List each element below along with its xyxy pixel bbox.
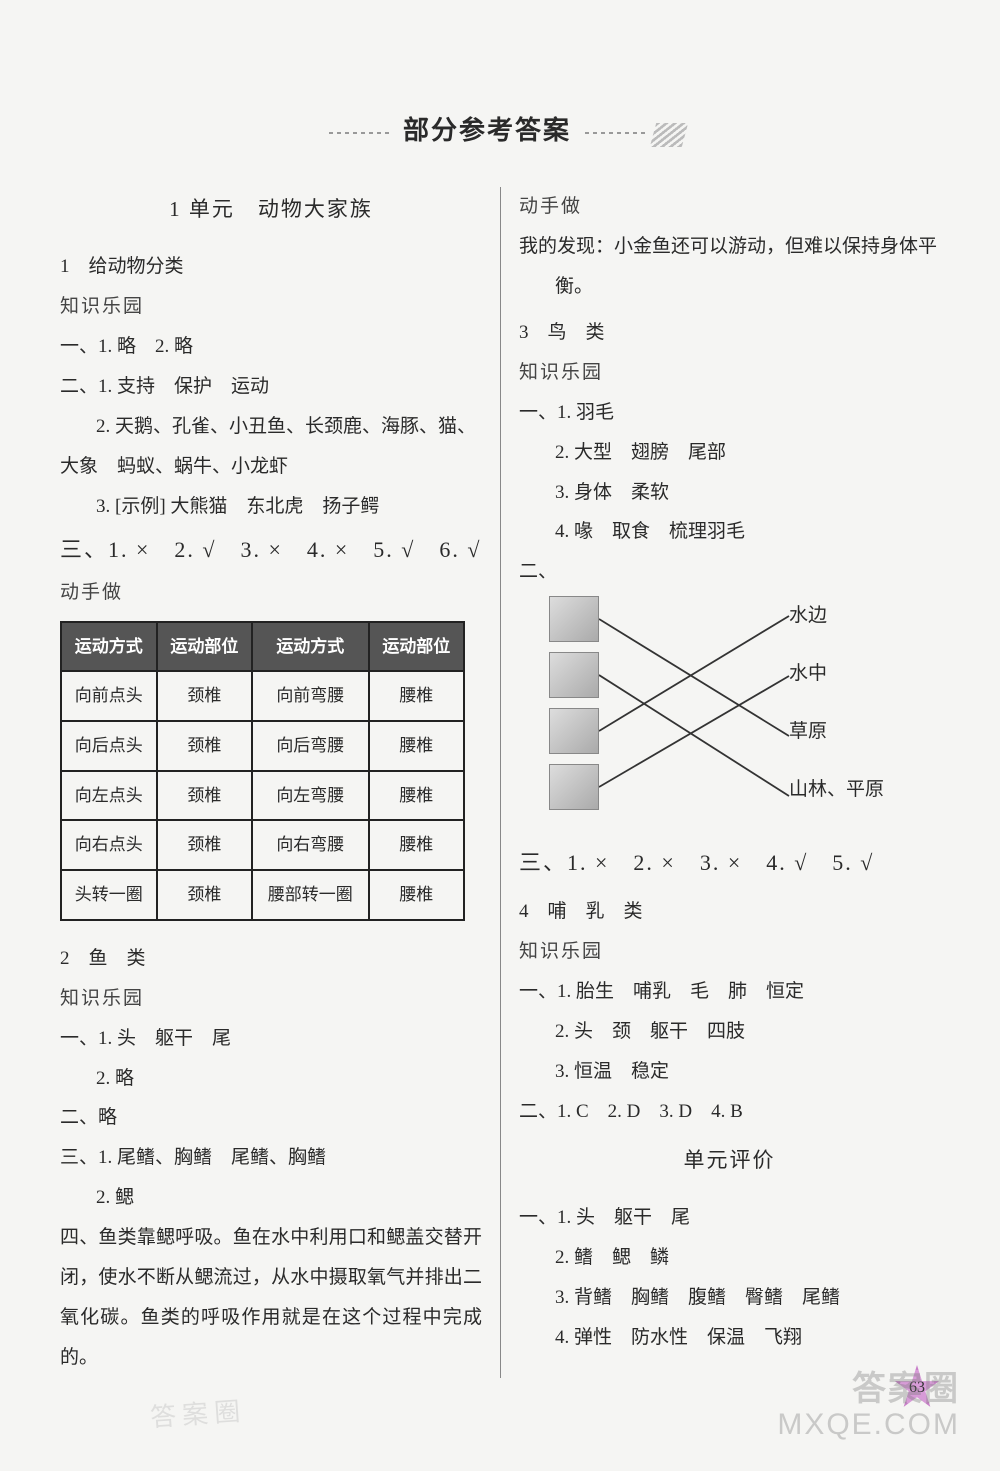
table-header: 运动部位 xyxy=(369,622,465,672)
table-cell: 腰椎 xyxy=(369,771,465,821)
table-cell: 向后弯腰 xyxy=(252,721,368,771)
answer-line: 一、1. 略 2. 略 xyxy=(60,327,482,367)
match-label: 草原 xyxy=(789,712,884,752)
title-decoration-icon xyxy=(650,123,688,147)
answer-line: 2. 鳍 鳃 鳞 xyxy=(519,1238,940,1278)
lesson-1-title: 1 给动物分类 xyxy=(60,247,482,287)
answer-line: 一、1. 胎生 哺乳 毛 肺 恒定 xyxy=(519,972,940,1012)
answer-line: 3. [示例] 大熊猫 东北虎 扬子鳄 xyxy=(60,487,482,527)
watermark-line2: MXQE.COM xyxy=(777,1408,960,1441)
table-cell: 向右点头 xyxy=(61,820,157,870)
table-cell: 腰椎 xyxy=(369,820,465,870)
page-title: 部分参考答案 xyxy=(315,110,659,147)
table-cell: 头转一圈 xyxy=(61,870,157,920)
answer-line: 二、略 xyxy=(60,1098,482,1138)
answer-line: 2. 头 颈 躯干 四肢 xyxy=(519,1012,940,1052)
match-label: 山林、平原 xyxy=(789,770,884,810)
table-row: 向后点头颈椎向后弯腰腰椎 xyxy=(61,721,464,771)
answer-paragraph: 四、鱼类靠鳃呼吸。鱼在水中利用口和鳃盖交替开闭，使水不断从鳃流过，从水中摄取氧气… xyxy=(60,1218,482,1378)
answer-line: 2. 鳃 xyxy=(60,1178,482,1218)
table-cell: 颈椎 xyxy=(157,771,253,821)
unit-review-title: 单元评价 xyxy=(519,1138,940,1182)
lesson-2-title: 2 鱼 类 xyxy=(60,939,482,979)
matching-diagram: 水边 水中 草原 山林、平原 xyxy=(519,596,940,836)
answer-line: 4. 弹性 防水性 保温 飞翔 xyxy=(519,1318,940,1358)
answer-line: 三、1. 尾鳍、胸鳍 尾鳍、胸鳍 xyxy=(60,1138,482,1178)
matching-right-labels: 水边 水中 草原 山林、平原 xyxy=(789,596,884,810)
table-body: 向前点头颈椎向前弯腰腰椎 向后点头颈椎向后弯腰腰椎 向左点头颈椎向左弯腰腰椎 向… xyxy=(61,671,464,919)
table-header: 运动方式 xyxy=(61,622,157,672)
table-row: 头转一圈颈椎腰部转一圈腰椎 xyxy=(61,870,464,920)
answer-line: 3. 身体 柔软 xyxy=(519,473,940,513)
table-cell: 腰椎 xyxy=(369,721,465,771)
answer-line: 2. 天鹅、孔雀、小丑鱼、长颈鹿、海豚、猫、 xyxy=(60,407,482,447)
table-row: 向前点头颈椎向前弯腰腰椎 xyxy=(61,671,464,721)
table-cell: 颈椎 xyxy=(157,820,253,870)
table-cell: 向左点头 xyxy=(61,771,157,821)
bird-thumb-icon xyxy=(549,764,599,810)
true-false-line: 三、1. × 2. × 3. × 4. √ 5. √ xyxy=(519,840,940,886)
watermark: 答案圈 MXQE.COM xyxy=(777,1371,960,1441)
answer-line: 2. 大型 翅膀 尾部 xyxy=(519,433,940,473)
answer-line: 2. 略 xyxy=(60,1059,482,1099)
bird-thumb-icon xyxy=(549,652,599,698)
answer-line: 一、1. 头 躯干 尾 xyxy=(60,1019,482,1059)
table-cell: 颈椎 xyxy=(157,671,253,721)
table-cell: 向后点头 xyxy=(61,721,157,771)
answer-line: 二、1. C 2. D 3. D 4. B xyxy=(519,1092,940,1132)
answer-line: 3. 恒温 稳定 xyxy=(519,1052,940,1092)
table-cell: 向前弯腰 xyxy=(252,671,368,721)
section-label-zsly: 知识乐园 xyxy=(519,932,940,972)
table-header: 运动方式 xyxy=(252,622,368,672)
lesson-3-title: 3 鸟 类 xyxy=(519,313,940,353)
unit-title: 1 单元 动物大家族 xyxy=(60,187,482,231)
answer-line: 3. 背鳍 胸鳍 腹鳍 臀鳍 尾鳍 xyxy=(519,1278,940,1318)
table-row: 向左点头颈椎向左弯腰腰椎 xyxy=(61,771,464,821)
table-cell: 腰椎 xyxy=(369,671,465,721)
answer-line: 一、1. 羽毛 xyxy=(519,393,940,433)
right-column: 动手做 我的发现：小金鱼还可以游动，但难以保持身体平衡。 3 鸟 类 知识乐园 … xyxy=(500,187,940,1377)
page-title-wrap: 部分参考答案 xyxy=(60,110,940,147)
match-label: 水边 xyxy=(789,596,884,636)
lesson-4-title: 4 哺 乳 类 xyxy=(519,892,940,932)
table-cell: 颈椎 xyxy=(157,870,253,920)
section-label-zsly: 知识乐园 xyxy=(519,353,940,393)
answer-line: 二、 xyxy=(519,552,940,592)
table-cell: 颈椎 xyxy=(157,721,253,771)
answer-paragraph: 我的发现：小金鱼还可以游动，但难以保持身体平衡。 xyxy=(519,227,940,307)
table-cell: 向右弯腰 xyxy=(252,820,368,870)
matching-lines-icon xyxy=(599,596,809,826)
section-label-zsly: 知识乐园 xyxy=(60,287,482,327)
answer-line: 一、1. 头 躯干 尾 xyxy=(519,1198,940,1238)
table-cell: 向左弯腰 xyxy=(252,771,368,821)
left-column: 1 单元 动物大家族 1 给动物分类 知识乐园 一、1. 略 2. 略 二、1.… xyxy=(60,187,500,1377)
section-label-dsz: 动手做 xyxy=(519,187,940,227)
ghost-stamp: 答案圈 xyxy=(149,1391,247,1435)
bird-thumb-icon xyxy=(549,596,599,642)
bird-thumb-icon xyxy=(549,708,599,754)
section-label-zsly: 知识乐园 xyxy=(60,979,482,1019)
table-cell: 腰部转一圈 xyxy=(252,870,368,920)
table-header: 运动部位 xyxy=(157,622,253,672)
match-label: 水中 xyxy=(789,654,884,694)
two-column-layout: 1 单元 动物大家族 1 给动物分类 知识乐园 一、1. 略 2. 略 二、1.… xyxy=(60,187,940,1377)
answer-line: 大象 蚂蚁、蜗牛、小龙虾 xyxy=(60,447,482,487)
table-row: 向右点头颈椎向右弯腰腰椎 xyxy=(61,820,464,870)
true-false-line: 三、1. × 2. √ 3. × 4. × 5. √ 6. √ xyxy=(60,527,482,573)
table-cell: 腰椎 xyxy=(369,870,465,920)
watermark-line1: 答案圈 xyxy=(777,1371,960,1408)
movement-table: 运动方式 运动部位 运动方式 运动部位 向前点头颈椎向前弯腰腰椎 向后点头颈椎向… xyxy=(60,621,465,921)
answer-line: 二、1. 支持 保护 运动 xyxy=(60,367,482,407)
table-cell: 向前点头 xyxy=(61,671,157,721)
answer-line: 4. 喙 取食 梳理羽毛 xyxy=(519,512,940,552)
section-label-dsz: 动手做 xyxy=(60,573,482,613)
table-header-row: 运动方式 运动部位 运动方式 运动部位 xyxy=(61,622,464,672)
